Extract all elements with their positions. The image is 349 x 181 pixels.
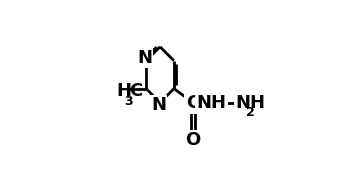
Text: H: H: [117, 82, 132, 100]
Text: 2: 2: [246, 106, 254, 119]
Text: 3: 3: [125, 95, 133, 108]
Text: N: N: [137, 49, 152, 67]
Text: C: C: [186, 94, 199, 111]
Text: N: N: [151, 96, 166, 114]
Text: C: C: [129, 82, 142, 100]
Text: O: O: [185, 131, 200, 149]
Text: NH: NH: [196, 94, 227, 111]
Text: NH: NH: [235, 94, 265, 111]
